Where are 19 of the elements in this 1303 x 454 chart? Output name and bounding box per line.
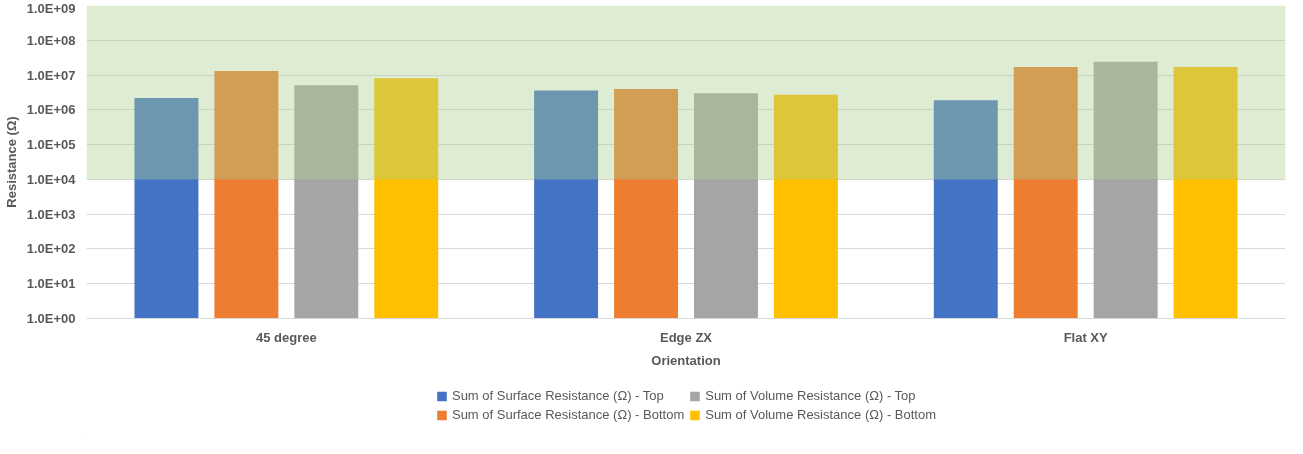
legend-label: Sum of Volume Resistance (Ω) - Top [705,388,916,403]
y-tick-label: 1.0E+07 [26,67,76,83]
x-tick-label: Edge ZX [660,329,713,345]
y-tick-label: 1.0E+09 [26,0,76,16]
x-axis-title: Orientation [651,352,721,368]
legend-label: Sum of Volume Resistance (Ω) - Bottom [705,407,937,422]
legend-label: Sum of Surface Resistance (Ω) - Bottom [451,407,685,422]
y-tick-label: 1.0E+08 [26,32,76,48]
x-tick-label: Flat XY [1063,329,1109,345]
legend-label: Sum of Surface Resistance (Ω) - Top [451,388,664,403]
y-tick-label: 1.0E+05 [26,137,76,153]
y-tick-label: 1.0E+03 [26,206,76,222]
y-tick-label: 1.0E+00 [26,311,76,326]
y-tick-label: 1.0E+02 [26,241,76,257]
y-tick-label: 1.0E+04 [26,171,77,187]
y-tick-label: 1.0E+01 [26,276,76,292]
x-tick-label: 45 degree [255,329,317,345]
y-axis-title: Resistance (Ω) [3,116,19,208]
y-tick-label: 1.0E+06 [26,102,76,118]
